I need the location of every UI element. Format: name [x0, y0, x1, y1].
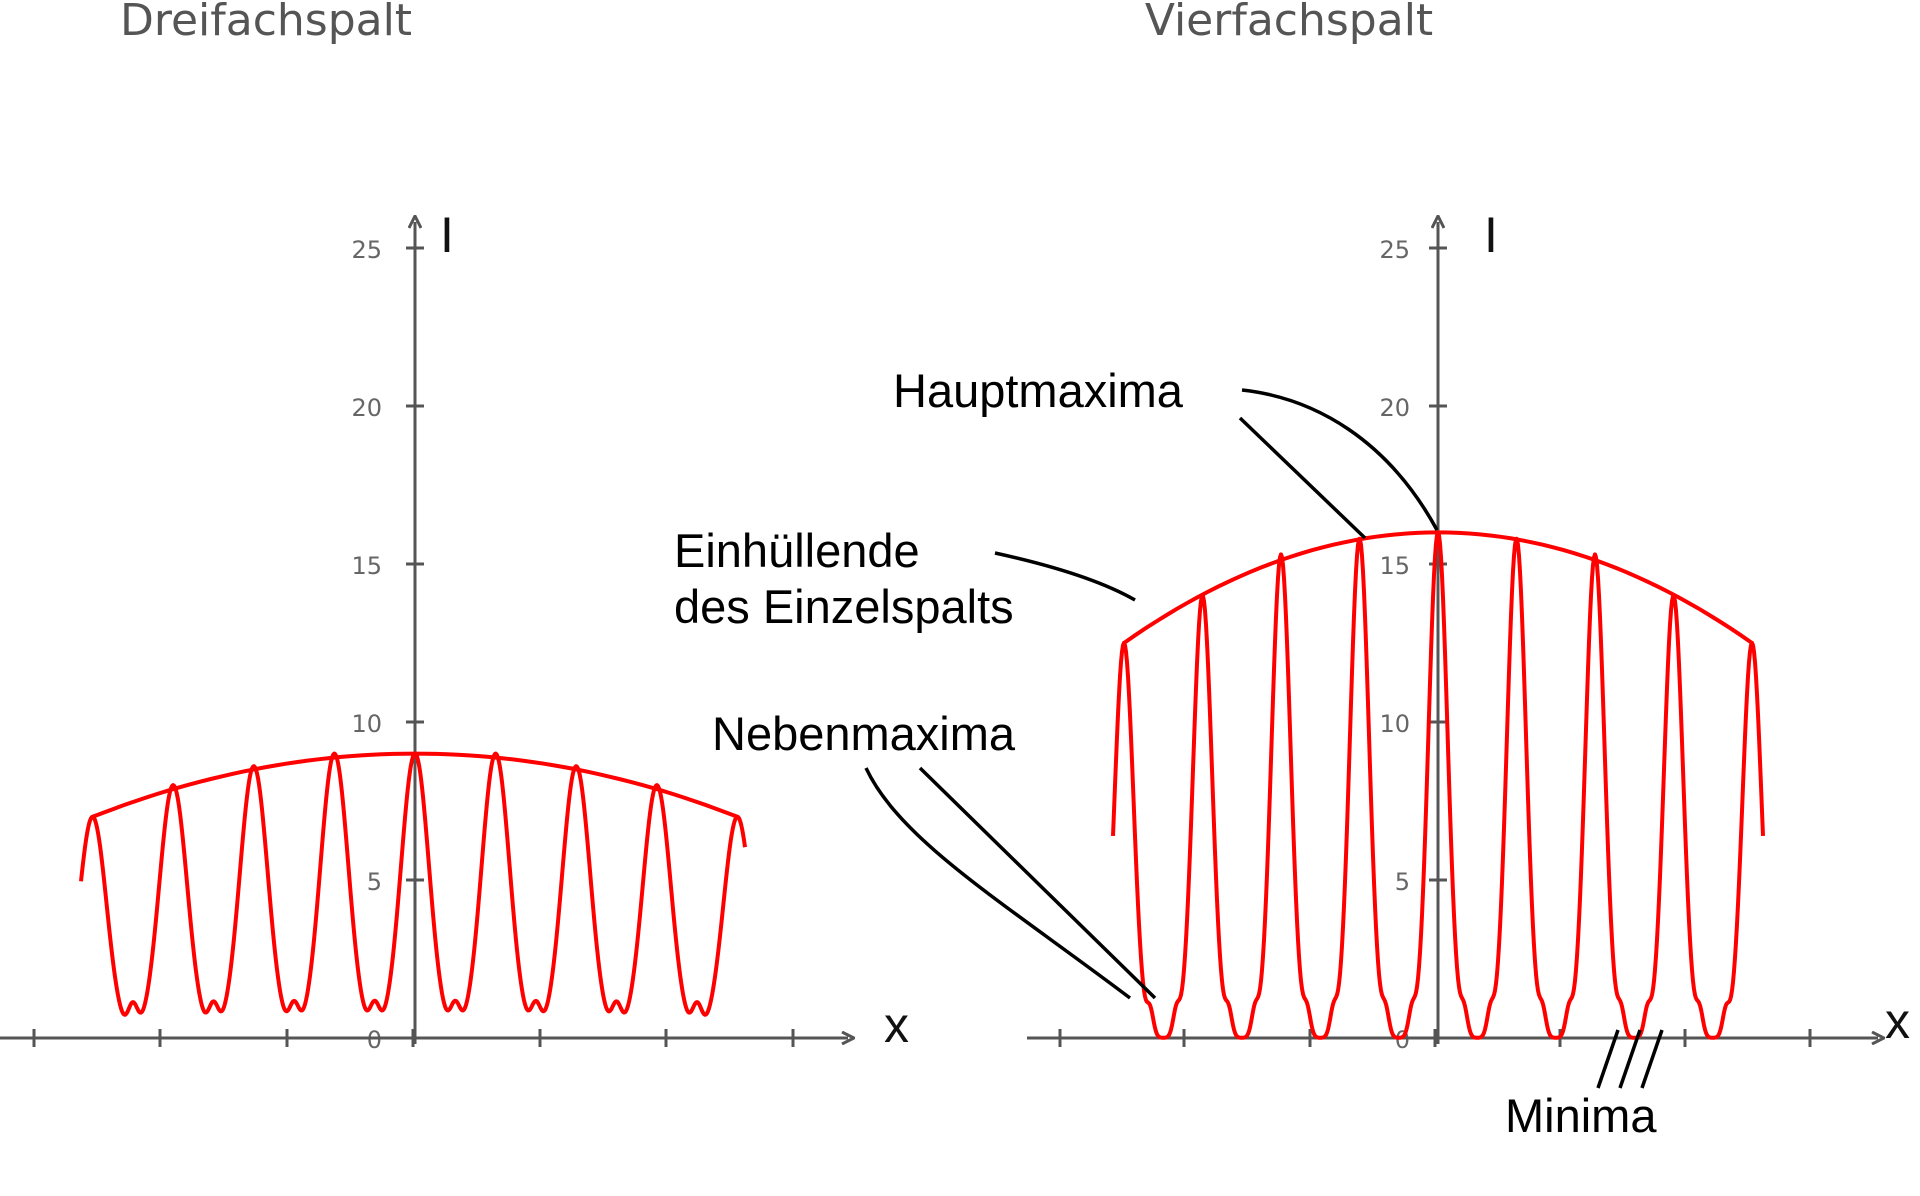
main-maximum-point: [332, 751, 337, 756]
y-tick-labels: 0 5 10 15 20 25: [1379, 236, 1410, 1054]
main-maximum-point: [1750, 641, 1754, 645]
y-tick-label: 5: [1395, 868, 1410, 896]
y-tick-label: 5: [367, 868, 382, 896]
main-maximum-point: [735, 814, 740, 819]
chart-title: Vierfachspalt: [1145, 0, 1433, 46]
chart-title: Dreifachspalt: [120, 0, 412, 46]
main-maximum-point: [1436, 530, 1440, 535]
leader-hauptmaxima-center: [1241, 388, 1439, 531]
x-axis-label: x: [1885, 993, 1910, 1049]
annotation-nebenmaxima: Nebenmaxima: [712, 707, 1016, 760]
annotations: Hauptmaxima Einhüllende des Einzelspalts…: [674, 364, 1664, 1142]
y-tick-label: 20: [351, 394, 382, 422]
y-tick-label: 25: [351, 236, 382, 264]
leader-minima-2: [1618, 1029, 1642, 1089]
main-maximum-point: [1200, 593, 1205, 598]
y-tick-label: 15: [351, 552, 382, 580]
leader-nebenmaxima-1: [864, 767, 1132, 1000]
y-tick-label: 25: [1379, 236, 1410, 264]
y-axis-label: I: [1484, 207, 1498, 263]
y-tick-labels: 0 5 10 15 20 25: [351, 236, 382, 1054]
y-tick-label: 20: [1379, 394, 1410, 422]
main-maximum-point: [1357, 536, 1362, 541]
annotation-minima: Minima: [1505, 1089, 1657, 1142]
main-maximum-point: [171, 783, 176, 788]
main-maximum-point: [90, 814, 95, 819]
main-maximum-point: [1514, 536, 1519, 541]
intensity-curve: [79, 751, 747, 1017]
y-tick-label: 10: [1379, 710, 1410, 738]
leader-minima-3: [1640, 1029, 1664, 1089]
main-maximum-point: [251, 764, 256, 769]
chart-vierfachspalt: Vierfachspalt 0 5 10 15 20 25 x I: [1027, 0, 1910, 1054]
main-maximum-point: [574, 764, 579, 769]
y-axis-label: I: [440, 207, 454, 263]
main-maximum-point: [1279, 552, 1283, 557]
annotation-hauptmaxima: Hauptmaxima: [893, 364, 1184, 417]
chart-dreifachspalt: Dreifachspalt 0 5 10 15 20 25 x I: [0, 0, 909, 1054]
y-tick-label: 10: [351, 710, 382, 738]
y-tick-label: 0: [367, 1026, 382, 1054]
main-maximum-point: [1671, 593, 1676, 598]
annotation-einhuellende-line2: des Einzelspalts: [674, 580, 1014, 633]
leader-hauptmaxima-side: [1238, 416, 1367, 540]
main-maximum-point: [493, 751, 498, 756]
leader-minima-1: [1596, 1029, 1620, 1089]
main-maximum-point: [1122, 641, 1126, 645]
x-axis-label: x: [884, 997, 909, 1053]
main-maximum-point: [413, 751, 417, 756]
main-maximum-point: [654, 783, 659, 788]
leader-einhuellende: [994, 551, 1136, 602]
annotation-einhuellende-line1: Einhüllende: [674, 524, 920, 577]
y-tick-label: 15: [1379, 552, 1410, 580]
main-maximum-point: [1593, 552, 1597, 557]
leader-nebenmaxima-2: [918, 766, 1157, 1000]
